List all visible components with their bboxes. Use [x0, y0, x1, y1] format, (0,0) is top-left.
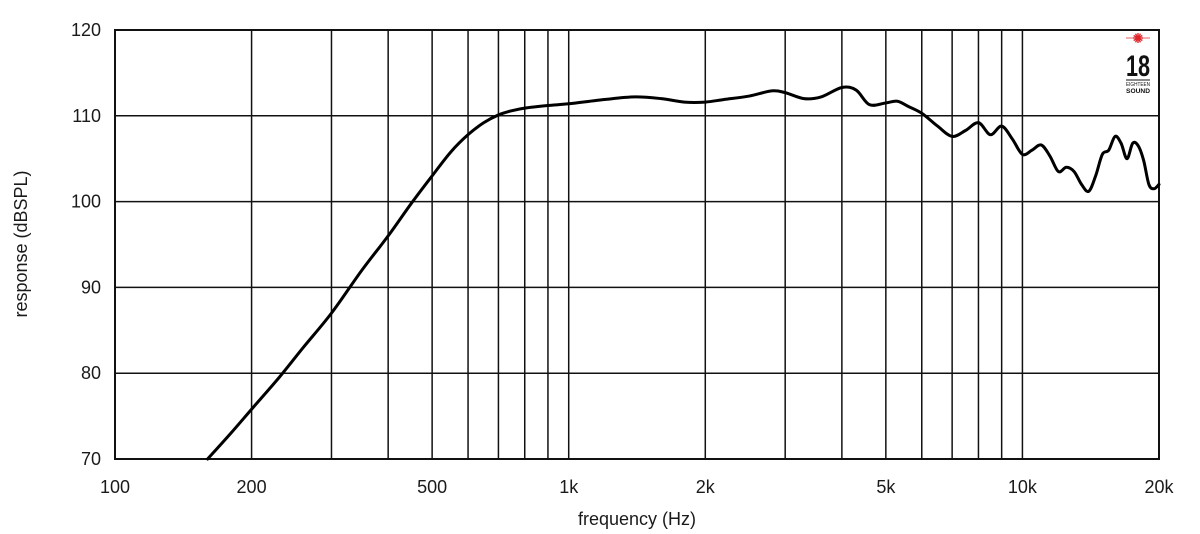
y-tick-label: 120: [71, 20, 101, 40]
y-tick-labels: 70 80 90 100 110 120: [71, 20, 101, 469]
logo-number: 18: [1126, 50, 1150, 83]
eighteen-sound-logo: 18 EIGHTEEN SOUND: [1126, 33, 1151, 95]
x-tick-labels: 100 200 500 1k 2k 5k 10k 20k: [100, 477, 1175, 497]
x-tick-label: 200: [237, 477, 267, 497]
y-tick-label: 80: [81, 363, 101, 383]
plot-frame: [114, 29, 1160, 460]
x-tick-label: 1k: [559, 477, 579, 497]
star-icon: [1126, 33, 1150, 43]
y-tick-label: 90: [81, 277, 101, 297]
x-tick-label: 10k: [1008, 477, 1038, 497]
logo-line1: EIGHTEEN: [1126, 82, 1150, 88]
x-tick-label: 2k: [696, 477, 716, 497]
grid-lines: [114, 29, 1160, 460]
y-tick-label: 110: [72, 106, 101, 126]
y-axis-label: response (dBSPL): [11, 170, 31, 317]
x-tick-label: 20k: [1144, 477, 1174, 497]
logo-line2: SOUND: [1126, 89, 1151, 95]
x-tick-label: 5k: [876, 477, 896, 497]
y-tick-label: 100: [71, 192, 101, 212]
series-line-response: [206, 85, 1161, 461]
y-tick-label: 70: [81, 449, 101, 469]
x-axis-label: frequency (Hz): [578, 509, 696, 529]
x-tick-label: 100: [100, 477, 130, 497]
x-tick-label: 500: [417, 477, 447, 497]
